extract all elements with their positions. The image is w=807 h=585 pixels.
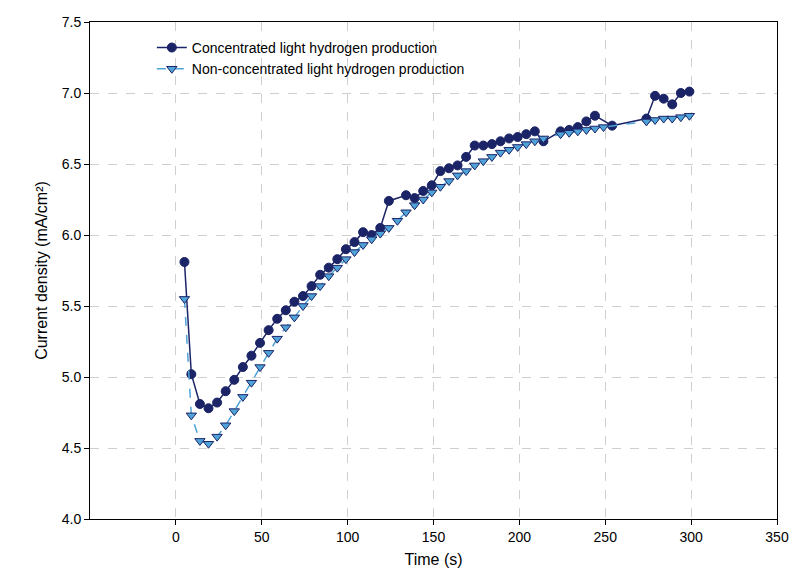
svg-text:4.5: 4.5 <box>62 440 82 456</box>
svg-text:5.5: 5.5 <box>62 298 82 314</box>
svg-text:Current density (mA/cm²): Current density (mA/cm²) <box>33 181 50 360</box>
svg-text:5.0: 5.0 <box>62 369 82 385</box>
svg-text:4.0: 4.0 <box>62 511 82 527</box>
svg-text:6.5: 6.5 <box>62 156 82 172</box>
svg-text:300: 300 <box>679 529 703 545</box>
svg-text:100: 100 <box>336 529 360 545</box>
svg-text:Concentrated light hydrogen pr: Concentrated light hydrogen production <box>192 40 437 56</box>
svg-text:50: 50 <box>254 529 270 545</box>
svg-text:350: 350 <box>765 529 789 545</box>
svg-text:150: 150 <box>422 529 446 545</box>
svg-text:7.0: 7.0 <box>62 85 82 101</box>
svg-text:6.0: 6.0 <box>62 227 82 243</box>
svg-text:Time (s): Time (s) <box>404 551 462 568</box>
svg-text:200: 200 <box>508 529 532 545</box>
svg-text:250: 250 <box>594 529 618 545</box>
svg-text:Non-concentrated light hydroge: Non-concentrated light hydrogen producti… <box>192 61 464 77</box>
svg-text:0: 0 <box>172 529 180 545</box>
svg-text:7.5: 7.5 <box>62 14 82 30</box>
